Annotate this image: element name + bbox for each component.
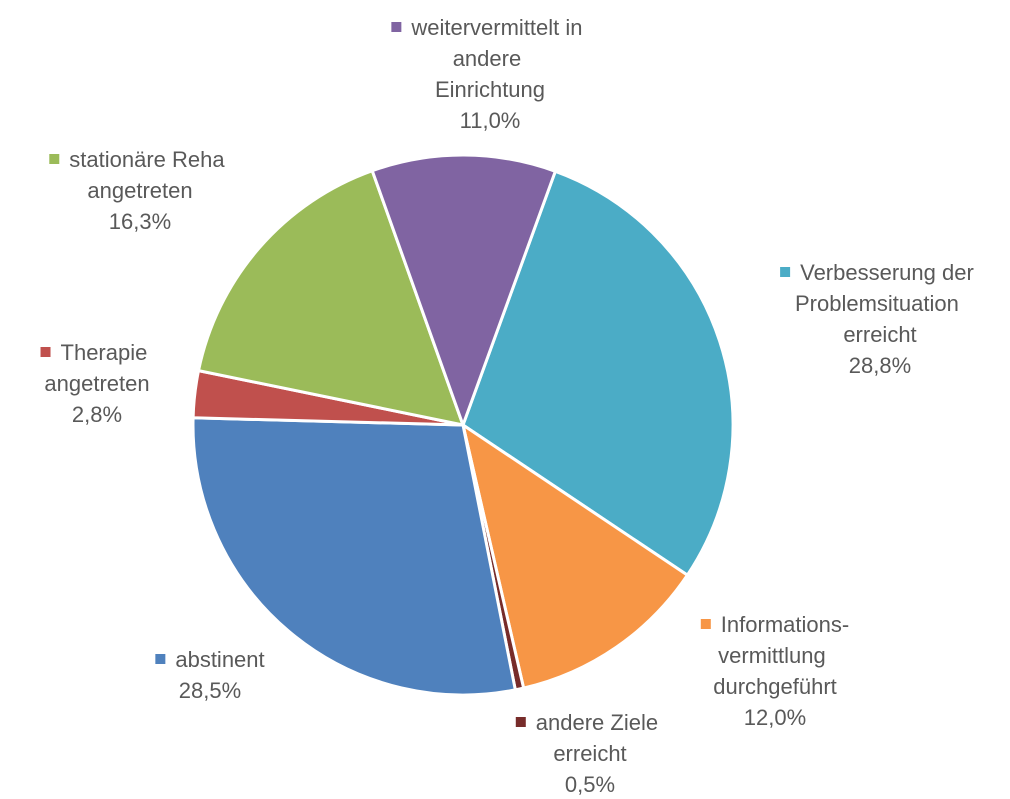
legend-marker (780, 267, 791, 277)
slice-label: Therapie angetreten (44, 340, 153, 396)
slice-label: stationäre Reha angetreten (69, 147, 230, 203)
legend-marker (515, 717, 526, 727)
legend-marker (40, 347, 51, 357)
slice-label: weitervermittelt in andere Einrichtung (410, 15, 588, 102)
value-label: 11,0% (460, 108, 521, 133)
pie-slice (197, 169, 465, 427)
pie-slice (461, 423, 689, 690)
value-label: 28,8% (849, 353, 911, 378)
legend-marker (700, 619, 711, 629)
pie-slice (191, 416, 517, 697)
legend-marker (155, 654, 166, 664)
pie-slice (461, 169, 735, 577)
value-label: 0,5% (565, 772, 615, 797)
legend-marker (391, 22, 402, 32)
slice-label: andere Ziele erreicht (536, 710, 664, 766)
value-label: 2,8% (72, 402, 122, 427)
slice-label: abstinent (175, 647, 264, 672)
value-label: 28,5% (179, 678, 241, 703)
value-label: 12,0% (744, 705, 806, 730)
value-label: 16,3% (109, 209, 171, 234)
slice-label: Informations-vermittlung durchgeführt (713, 612, 849, 699)
slice-label: Verbesserung der Problemsituation erreic… (795, 260, 980, 347)
legend-marker (49, 154, 60, 164)
pie-slice (370, 153, 557, 427)
